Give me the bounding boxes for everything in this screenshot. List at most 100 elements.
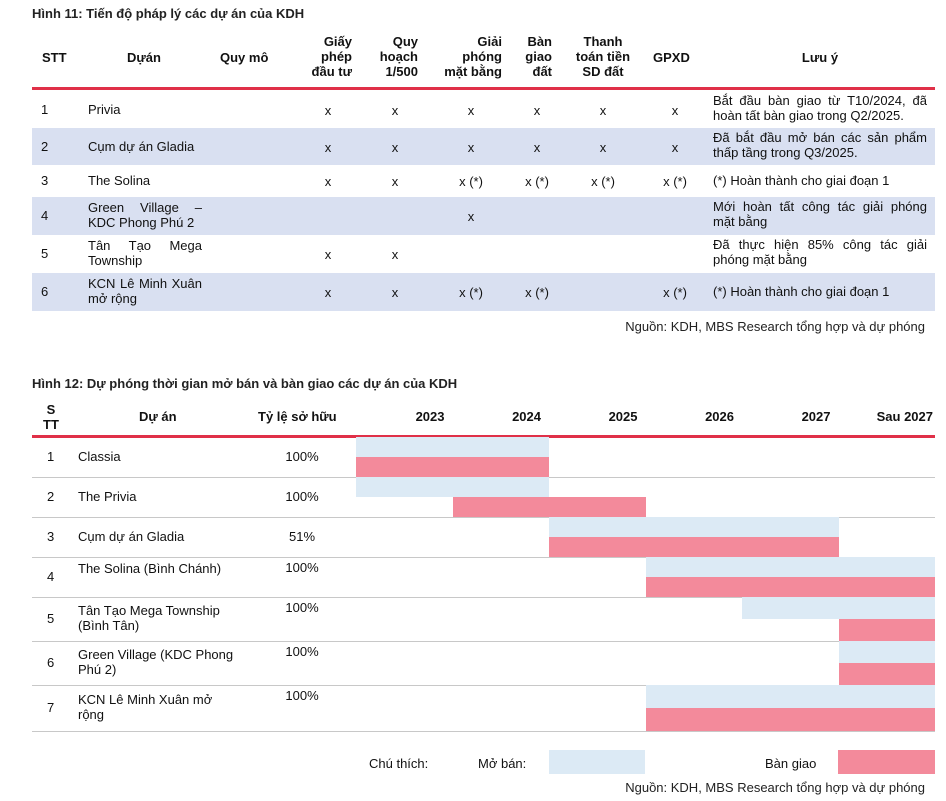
row-divider	[32, 641, 935, 642]
header-line: phép	[320, 49, 352, 64]
header-line: Bàn	[527, 34, 552, 49]
row-note: Bắt đầu bàn giao từ T10/2024, đã hoàn tấ…	[713, 93, 927, 123]
header-line: Quy	[392, 34, 418, 49]
row-stt: 3	[47, 529, 55, 544]
open-sale-bar	[356, 437, 549, 457]
row-stt: 2	[47, 489, 55, 504]
header-quy-hoach: Quy hoạch 1/500	[360, 34, 418, 79]
row-band	[32, 197, 935, 235]
row-band	[32, 128, 935, 165]
row-ownership: 100%	[285, 688, 319, 703]
row-stt: 5	[41, 246, 49, 261]
figure-12-title: Hình 12: Dự phóng thời gian mở bán và bà…	[32, 376, 458, 391]
gantt-row: 6 Green Village (KDC Phong Phú 2) 100%	[0, 641, 946, 685]
handover-bar	[452, 497, 646, 517]
header-line: giao	[525, 49, 552, 64]
header-line: Giấy	[323, 34, 352, 49]
row-giay-phep-mark: x	[324, 247, 332, 262]
header-gpxd: GPXD	[653, 50, 690, 65]
legend-caption: Chú thích:	[369, 756, 429, 771]
row-project-name: Cụm dự án Gladia	[88, 138, 195, 154]
row-thanh-toan-mark: x (*)	[591, 174, 615, 189]
header-rule	[32, 87, 935, 90]
row-quy-hoach-mark: x	[391, 285, 399, 300]
row-thanh-toan-mark: x	[599, 102, 607, 118]
handover-bar	[645, 577, 935, 597]
header-stt: S TT	[38, 402, 64, 432]
gantt-row: 2 The Privia 100%	[0, 477, 946, 517]
gantt-row: 1 Classia 100%	[0, 437, 946, 477]
row-project-name: Privia	[88, 101, 121, 117]
legend-handover-label: Bàn giao	[765, 756, 817, 771]
row-ownership: 100%	[285, 560, 319, 575]
row-quy-hoach-mark: x	[391, 174, 399, 189]
header-line: SD đất	[582, 64, 624, 79]
header-stt: STT	[42, 50, 67, 65]
header-line: Thanh	[583, 34, 623, 49]
open-sale-bar	[838, 641, 935, 663]
row-divider	[32, 731, 935, 732]
year-label: 2025	[608, 409, 638, 424]
year-label: 2023	[415, 409, 445, 424]
header-luu-y: Lưu ý	[801, 50, 839, 65]
row-note: (*) Hoàn thành cho giai đoạn 1	[713, 284, 890, 299]
header-line: hoạch	[379, 49, 418, 64]
row-project-name: The Solina	[88, 173, 151, 188]
figure-12-source: Nguồn: KDH, MBS Research tổng hợp và dự …	[625, 780, 925, 795]
row-stt: 6	[47, 655, 55, 670]
row-quy-hoach-mark: x	[391, 139, 399, 155]
row-ban-giao-mark: x (*)	[525, 285, 549, 300]
row-giay-phep-mark: x	[324, 174, 332, 189]
row-quy-hoach-mark: x	[391, 102, 399, 118]
header-du-an: Dự án	[139, 409, 177, 424]
header-line: S	[46, 402, 56, 417]
open-sale-bar	[645, 557, 935, 577]
legend-open-label: Mở bán:	[478, 756, 527, 771]
row-stt: 7	[47, 700, 55, 715]
header-rule	[32, 435, 935, 438]
row-gpxd-mark: x	[671, 102, 679, 118]
handover-bar	[645, 708, 935, 731]
row-project-name: Cụm dự án Gladia	[78, 529, 185, 544]
row-gpxd-mark: x	[671, 139, 679, 155]
handover-bar	[549, 537, 839, 557]
row-stt: 2	[41, 138, 49, 154]
legend-handover-swatch	[838, 750, 935, 774]
header-line: mặt bằng	[444, 64, 502, 79]
header-giay-phep: Giấy phép đầu tư	[290, 34, 352, 79]
table-row: 1 Privia x x x x x x Bắt đầu bàn giao từ T10/202…	[0, 91, 946, 128]
handover-bar	[838, 663, 935, 685]
table-row: 5 Tân Tạo Mega Township x x Đã thực hiện 85%…	[0, 235, 946, 273]
row-stt: 3	[41, 173, 49, 188]
figure-11-title: Hình 11: Tiến độ pháp lý các dự án của K…	[32, 6, 305, 21]
header-line: Giải	[477, 34, 502, 49]
row-gpxd-mark: x (*)	[663, 285, 687, 300]
legend-open-swatch	[549, 750, 645, 774]
row-project-name: Green Village – KDC Phong Phú 2	[88, 200, 202, 230]
gantt-row: 3 Cụm dự án Gladia 51%	[0, 517, 946, 557]
header-ban-giao: Bàn giao đất	[515, 34, 552, 79]
row-ownership: 100%	[285, 644, 319, 659]
year-label: 2027	[801, 409, 831, 424]
row-stt: 1	[47, 449, 55, 464]
open-sale-bar	[356, 477, 549, 497]
handover-bar	[356, 457, 549, 477]
header-line: phóng	[462, 49, 502, 64]
open-sale-bar	[645, 685, 935, 708]
row-project-name: KCN Lê Minh Xuân mở rộng	[88, 276, 202, 306]
row-giay-phep-mark: x	[324, 102, 332, 118]
gantt-row: 7 KCN Lê Minh Xuân mở rộng 100%	[0, 685, 946, 731]
row-stt: 5	[47, 611, 55, 626]
table-row: 4 Green Village – KDC Phong Phú 2 x Mới hoà…	[0, 197, 946, 235]
row-thanh-toan-mark: x	[599, 139, 607, 155]
row-note: Đã bắt đầu mở bán các sản phẩm thấp tầng…	[713, 130, 927, 160]
table-row: 3 The Solina x x x (*) x (*) x (*) x (*) (*) Hoà…	[0, 165, 946, 197]
header-du-an: Dựán	[127, 50, 161, 65]
row-divider	[32, 557, 935, 558]
year-label: 2026	[705, 409, 734, 424]
row-ban-giao-mark: x (*)	[525, 174, 549, 189]
row-stt: 4	[41, 208, 49, 223]
header-line: đất	[532, 64, 553, 79]
header-line: đầu tư	[311, 64, 352, 79]
row-giai-phong-mark: x	[467, 139, 475, 155]
